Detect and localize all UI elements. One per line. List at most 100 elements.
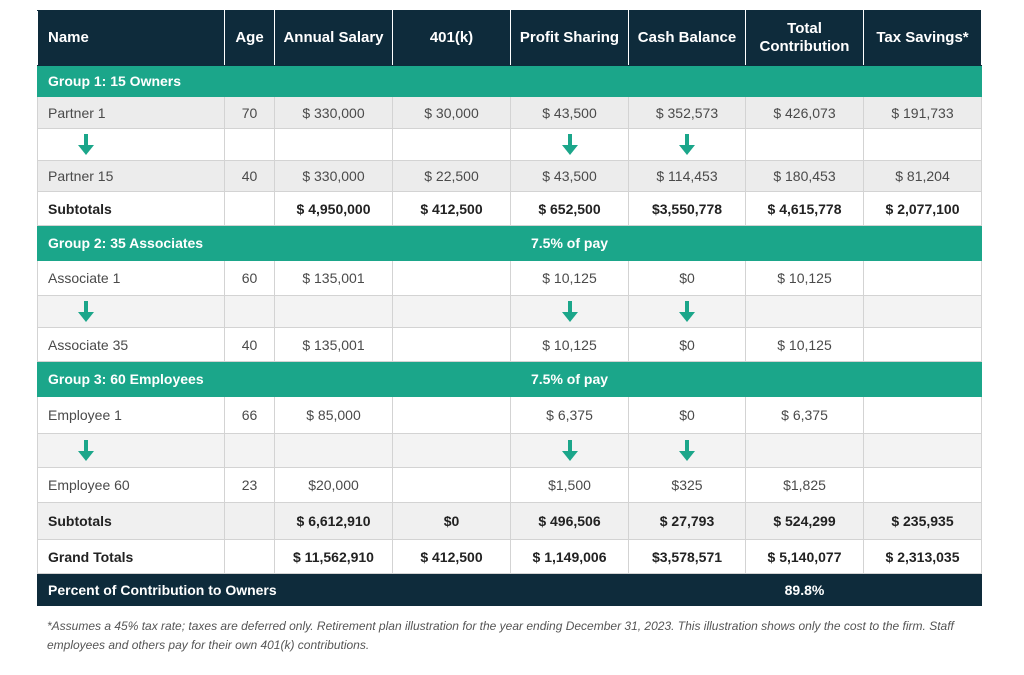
cell: $ 10,125 xyxy=(745,327,864,362)
arrow-cell xyxy=(274,295,393,328)
cell: $ 235,935 xyxy=(863,502,982,540)
empty-cell xyxy=(224,191,275,226)
cell: $ 191,733 xyxy=(863,96,982,129)
cell: 66 xyxy=(224,396,275,434)
empty-cell xyxy=(863,467,982,503)
footnote: *Assumes a 45% tax rate; taxes are defer… xyxy=(47,619,954,652)
down-arrow xyxy=(561,439,578,461)
cell: $ 30,000 xyxy=(392,96,511,129)
cell: Partner 15 xyxy=(37,160,225,192)
cell: 70 xyxy=(224,96,275,129)
table-row: Partner 15 40 $ 330,000 $ 22,500 $ 43,500 $ 1… xyxy=(37,160,982,192)
empty-cell xyxy=(863,361,982,397)
empty-cell xyxy=(745,361,864,397)
arrow-cell xyxy=(510,128,629,161)
cell: $ 180,453 xyxy=(745,160,864,192)
cell: Group 2: 35 Associates xyxy=(37,225,511,261)
down-arrow xyxy=(561,300,578,322)
table-row: Associate 35 40 $ 135,001 $ 10,125 $0 $ 10,12… xyxy=(37,327,982,362)
cell: $1,500 xyxy=(510,467,629,503)
arrow-row xyxy=(37,433,982,468)
cell: $ 2,077,100 xyxy=(863,191,982,226)
empty-cell xyxy=(224,539,275,574)
cell: Associate 35 xyxy=(37,327,225,362)
cell: $ 6,612,910 xyxy=(274,502,393,540)
empty-cell xyxy=(224,502,275,540)
arrow-cell xyxy=(510,295,629,328)
empty-cell xyxy=(863,573,982,606)
cell: 7.5% of pay xyxy=(510,361,629,397)
arrow-cell xyxy=(392,295,511,328)
column-header: Tax Savings* xyxy=(863,10,982,66)
cell: $ 11,562,910 xyxy=(274,539,393,574)
header-row: Name Age Annual Salary 401(k) Profit Sharing… xyxy=(37,10,982,66)
empty-cell xyxy=(628,225,746,261)
cell: $ 412,500 xyxy=(392,191,511,226)
cell: $ 496,506 xyxy=(510,502,629,540)
table-row: Group 3: 60 Employees 7.5% of pay xyxy=(37,361,982,397)
cell: $ 114,453 xyxy=(628,160,746,192)
cell: $ 6,375 xyxy=(745,396,864,434)
column-header: Age xyxy=(224,10,275,66)
cell: $ 330,000 xyxy=(274,96,393,129)
arrow-cell xyxy=(274,128,393,161)
empty-cell xyxy=(392,396,511,434)
cell: $0 xyxy=(628,260,746,296)
arrow-cell xyxy=(863,433,982,468)
cell: $ 6,375 xyxy=(510,396,629,434)
cell: Group 1: 15 Owners xyxy=(37,65,982,97)
down-arrow xyxy=(679,300,695,322)
arrow-cell xyxy=(628,433,746,468)
empty-cell xyxy=(863,396,982,434)
cell: $ 352,573 xyxy=(628,96,746,129)
cell: Grand Totals xyxy=(37,539,225,574)
empty-cell xyxy=(392,260,511,296)
column-header: Annual Salary xyxy=(274,10,393,66)
cell: Associate 1 xyxy=(37,260,225,296)
cell: $ 135,001 xyxy=(274,260,393,296)
cell: $20,000 xyxy=(274,467,393,503)
cell: $ 426,073 xyxy=(745,96,864,129)
cell: Percent of Contribution to Owners xyxy=(37,573,746,606)
cell: $ 43,500 xyxy=(510,96,629,129)
table-row: Grand Totals $ 11,562,910 $ 412,500 $ 1,149… xyxy=(37,539,982,574)
arrow-cell xyxy=(628,128,746,161)
cell: $ 43,500 xyxy=(510,160,629,192)
table-row: Group 2: 35 Associates 7.5% of pay xyxy=(37,225,982,261)
arrow-cell xyxy=(224,295,275,328)
cell: $ 524,299 xyxy=(745,502,864,540)
cell: $1,825 xyxy=(745,467,864,503)
table-row: Percent of Contribution to Owners 89.8% xyxy=(37,573,982,606)
arrow-cell xyxy=(392,433,511,468)
cell: Group 3: 60 Employees xyxy=(37,361,511,397)
cell: $3,550,778 xyxy=(628,191,746,226)
cell: $ 22,500 xyxy=(392,160,511,192)
cell: $ 652,500 xyxy=(510,191,629,226)
table-row: Subtotals $ 4,950,000 $ 412,500 $ 652,500 $3… xyxy=(37,191,982,226)
cell: $0 xyxy=(392,502,511,540)
cell: $ 4,615,778 xyxy=(745,191,864,226)
table-row: Employee 1 66 $ 85,000 $ 6,375 $0 $ 6,375 xyxy=(37,396,982,434)
cell: $ 1,149,006 xyxy=(510,539,629,574)
down-arrow xyxy=(679,439,695,461)
arrow-cell xyxy=(224,128,275,161)
column-header: Name xyxy=(37,10,225,66)
arrow-row xyxy=(37,128,982,161)
empty-cell xyxy=(392,327,511,362)
empty-cell xyxy=(863,260,982,296)
column-header: 401(k) xyxy=(392,10,511,66)
arrow-cell xyxy=(37,128,225,161)
cell: Employee 60 xyxy=(37,467,225,503)
cell: $ 135,001 xyxy=(274,327,393,362)
column-header: Profit Sharing xyxy=(510,10,629,66)
column-header: Cash Balance xyxy=(628,10,746,66)
down-arrow xyxy=(78,439,94,461)
arrow-cell xyxy=(510,433,629,468)
down-arrow xyxy=(78,300,94,322)
cell: 7.5% of pay xyxy=(510,225,629,261)
cell: $ 81,204 xyxy=(863,160,982,192)
arrow-cell xyxy=(274,433,393,468)
cell: $ 85,000 xyxy=(274,396,393,434)
table-row: Partner 1 70 $ 330,000 $ 30,000 $ 43,500 $ 35… xyxy=(37,96,982,129)
arrow-cell xyxy=(863,295,982,328)
